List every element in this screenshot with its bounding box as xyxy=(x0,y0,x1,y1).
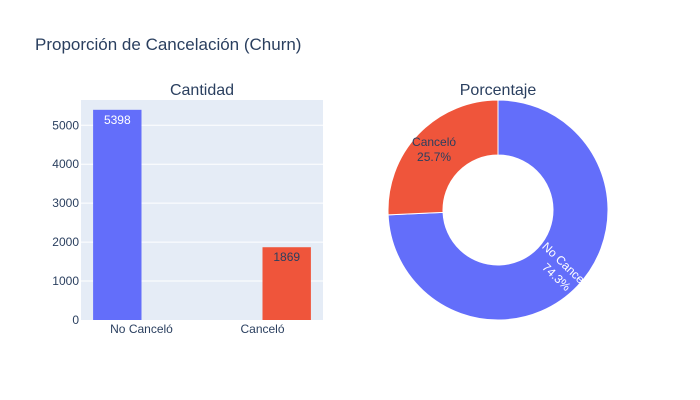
y-tick-label: 4000 xyxy=(52,157,79,171)
bar-value-label: 1869 xyxy=(273,250,300,264)
y-tick-label: 3000 xyxy=(52,196,79,210)
donut-slice-0 xyxy=(387,99,609,321)
bar-x-axis: No Canceló Canceló xyxy=(110,322,285,336)
y-tick-label: 2000 xyxy=(52,235,79,249)
bar-1 xyxy=(262,247,311,320)
bar-y-axis: 0 1000 2000 3000 4000 5000 xyxy=(52,118,79,327)
figure-title: Proporción de Cancelación (Churn) xyxy=(35,35,301,54)
bar-0 xyxy=(93,109,142,321)
donut-slice-1 xyxy=(387,99,499,216)
donut-slices xyxy=(387,99,609,321)
donut-chart-title: Porcentaje xyxy=(460,82,537,99)
bar-value-label: 5398 xyxy=(104,113,131,127)
x-tick-label: No Canceló xyxy=(110,322,173,336)
x-tick-label: Canceló xyxy=(240,322,284,336)
bar-series: 5398 1869 xyxy=(93,109,311,321)
y-tick-label: 0 xyxy=(72,313,79,327)
donut-slice-name: Canceló xyxy=(412,135,456,149)
donut-slice-percent: 25.7% xyxy=(417,150,451,164)
y-tick-label: 5000 xyxy=(52,118,79,132)
y-tick-label: 1000 xyxy=(52,274,79,288)
bar-chart-title: Cantidad xyxy=(170,82,234,99)
